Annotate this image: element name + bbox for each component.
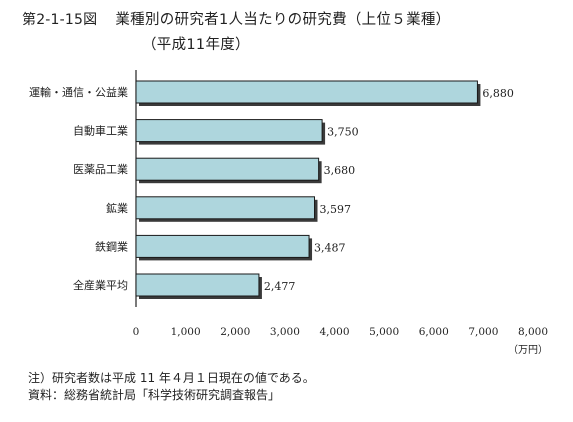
- figure-number: 第2-1-15図: [22, 12, 98, 28]
- x-tick-label: 5,000: [369, 326, 399, 338]
- data-label: 3,597: [320, 203, 352, 216]
- x-tick-label: 3,000: [270, 326, 300, 338]
- category-label: 自動車工業: [73, 124, 128, 138]
- bar: [135, 119, 323, 143]
- data-label: 3,680: [324, 164, 356, 177]
- x-tick-label: 2,000: [220, 326, 250, 338]
- category-label: 鉄鋼業: [95, 239, 128, 253]
- bar: [135, 234, 310, 258]
- category-label: 医薬品工業: [73, 163, 128, 176]
- bar: [135, 157, 320, 181]
- title-block: 第2-1-15図 業種別の研究者1人当たりの研究費（上位５業種） （平成11年度…: [22, 8, 567, 54]
- chart-subtitle: （平成11年度）: [142, 37, 250, 53]
- data-label: 2,477: [264, 280, 296, 293]
- footnotes: 注）研究者数は平成 11 年４月１日現在の値である。 資料：総務省統計局「科学技…: [28, 370, 315, 404]
- x-tick-label: 6,000: [419, 326, 449, 338]
- x-tick-label: 8,000: [518, 326, 548, 338]
- data-label: 6,880: [482, 87, 514, 100]
- bar: [135, 80, 478, 104]
- bar: [135, 273, 260, 297]
- bar: [135, 196, 316, 220]
- note-text: 注）研究者数は平成 11 年４月１日現在の値である。: [28, 371, 315, 385]
- data-label: 3,487: [314, 241, 346, 254]
- chart-title: 業種別の研究者1人当たりの研究費（上位５業種）: [115, 12, 451, 28]
- source-text: 資料：総務省統計局「科学技術研究調査報告」: [28, 388, 281, 402]
- x-tick-label: 0: [133, 326, 140, 338]
- x-tick-label: 4,000: [319, 326, 349, 338]
- category-label: 運輸・通信・公益業: [29, 85, 128, 99]
- x-tick-label: 7,000: [468, 326, 498, 338]
- category-label: 全産業平均: [73, 278, 128, 292]
- data-label: 3,750: [327, 126, 359, 139]
- unit-label: （万円）: [508, 344, 548, 356]
- bar-chart: 運輸・通信・公益業 6,880 自動車工業 3,750 医薬品工業 3,680 鉱業 3,59…: [29, 70, 548, 356]
- category-label: 鉱業: [106, 201, 128, 215]
- x-tick-label: 1,000: [171, 326, 201, 338]
